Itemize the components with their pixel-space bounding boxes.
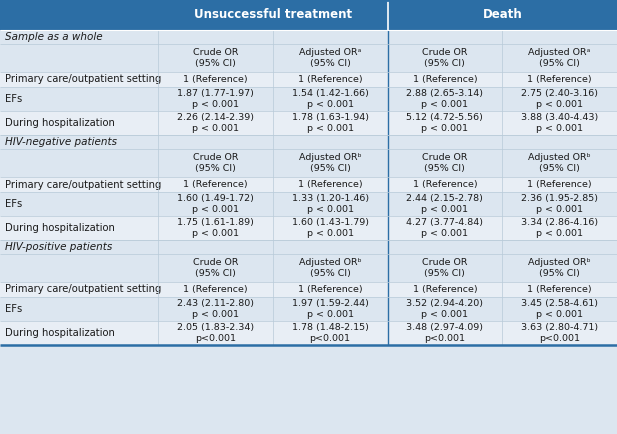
Text: 1.78 (1.63-1.94)
p < 0.001: 1.78 (1.63-1.94) p < 0.001 [292, 113, 368, 133]
Text: Crude OR
(95% CI): Crude OR (95% CI) [193, 48, 238, 69]
Bar [0, 321, 617, 345]
Text: 4.27 (3.77-4.84)
p < 0.001: 4.27 (3.77-4.84) p < 0.001 [407, 218, 483, 238]
Text: 2.26 (2.14-2.39)
p < 0.001: 2.26 (2.14-2.39) p < 0.001 [177, 113, 254, 133]
Text: HIV-negative patients: HIV-negative patients [5, 137, 117, 147]
Text: 1 (Reference): 1 (Reference) [528, 180, 592, 189]
Text: Adjusted ORᵇ
(95% CI): Adjusted ORᵇ (95% CI) [528, 153, 591, 174]
Bar [0, 240, 617, 254]
Text: 2.88 (2.65-3.14)
p < 0.001: 2.88 (2.65-3.14) p < 0.001 [407, 89, 483, 109]
Text: Crude OR
(95% CI): Crude OR (95% CI) [422, 48, 468, 69]
Text: During hospitalization: During hospitalization [5, 328, 115, 338]
Text: 1 (Reference): 1 (Reference) [298, 285, 362, 294]
Text: 3.88 (3.40-4.43)
p < 0.001: 3.88 (3.40-4.43) p < 0.001 [521, 113, 598, 133]
Text: EFs: EFs [5, 94, 22, 104]
Text: EFs: EFs [5, 199, 22, 209]
Text: 3.45 (2.58-4.61)
p < 0.001: 3.45 (2.58-4.61) p < 0.001 [521, 299, 598, 319]
Text: Unsuccessful treatment: Unsuccessful treatment [194, 9, 352, 22]
Text: Primary care/outpatient setting: Primary care/outpatient setting [5, 180, 162, 190]
Text: Adjusted ORᵃ
(95% CI): Adjusted ORᵃ (95% CI) [528, 48, 591, 69]
Text: 2.43 (2.11-2.80)
p < 0.001: 2.43 (2.11-2.80) p < 0.001 [177, 299, 254, 319]
Text: 3.52 (2.94-4.20)
p < 0.001: 3.52 (2.94-4.20) p < 0.001 [407, 299, 483, 319]
Text: 1 (Reference): 1 (Reference) [413, 75, 477, 84]
Bar [0, 135, 617, 149]
Text: 1.97 (1.59-2.44)
p < 0.001: 1.97 (1.59-2.44) p < 0.001 [292, 299, 368, 319]
Text: 2.75 (2.40-3.16)
p < 0.001: 2.75 (2.40-3.16) p < 0.001 [521, 89, 598, 109]
Text: 1.78 (1.48-2.15)
p<0.001: 1.78 (1.48-2.15) p<0.001 [292, 323, 368, 343]
Bar [0, 149, 617, 177]
Text: Primary care/outpatient setting: Primary care/outpatient setting [5, 285, 162, 295]
Bar [0, 177, 617, 192]
Text: 1.75 (1.61-1.89)
p < 0.001: 1.75 (1.61-1.89) p < 0.001 [177, 218, 254, 238]
Text: 1 (Reference): 1 (Reference) [298, 180, 362, 189]
Text: Adjusted ORᵇ
(95% CI): Adjusted ORᵇ (95% CI) [299, 258, 362, 278]
Text: Crude OR
(95% CI): Crude OR (95% CI) [193, 258, 238, 278]
Bar [0, 282, 617, 297]
Bar [0, 111, 617, 135]
Text: Adjusted ORᵃ
(95% CI): Adjusted ORᵃ (95% CI) [299, 48, 362, 69]
Text: 2.44 (2.15-2.78)
p < 0.001: 2.44 (2.15-2.78) p < 0.001 [407, 194, 483, 214]
Text: 2.36 (1.95-2.85)
p < 0.001: 2.36 (1.95-2.85) p < 0.001 [521, 194, 598, 214]
Bar [0, 0, 617, 30]
Text: Death: Death [482, 9, 522, 22]
Text: Adjusted ORᵇ
(95% CI): Adjusted ORᵇ (95% CI) [528, 258, 591, 278]
Text: 1 (Reference): 1 (Reference) [298, 75, 362, 84]
Text: Crude OR
(95% CI): Crude OR (95% CI) [193, 153, 238, 174]
Bar [0, 216, 617, 240]
Bar [0, 87, 617, 111]
Bar [0, 297, 617, 321]
Bar [0, 30, 617, 44]
Text: 1.60 (1.49-1.72)
p < 0.001: 1.60 (1.49-1.72) p < 0.001 [177, 194, 254, 214]
Bar [0, 44, 617, 72]
Text: EFs: EFs [5, 304, 22, 314]
Text: 1.33 (1.20-1.46)
p < 0.001: 1.33 (1.20-1.46) p < 0.001 [292, 194, 369, 214]
Text: 1 (Reference): 1 (Reference) [413, 285, 477, 294]
Text: 1.87 (1.77-1.97)
p < 0.001: 1.87 (1.77-1.97) p < 0.001 [177, 89, 254, 109]
Text: HIV-positive patients: HIV-positive patients [5, 242, 112, 252]
Bar [0, 72, 617, 87]
Text: 1 (Reference): 1 (Reference) [183, 180, 247, 189]
Text: 1 (Reference): 1 (Reference) [183, 75, 247, 84]
Text: Crude OR
(95% CI): Crude OR (95% CI) [422, 153, 468, 174]
Text: 1.60 (1.43-1.79)
p < 0.001: 1.60 (1.43-1.79) p < 0.001 [292, 218, 368, 238]
Text: 1 (Reference): 1 (Reference) [413, 180, 477, 189]
Text: 3.48 (2.97-4.09)
p<0.001: 3.48 (2.97-4.09) p<0.001 [407, 323, 483, 343]
Text: During hospitalization: During hospitalization [5, 223, 115, 233]
Text: 5.12 (4.72-5.56)
p < 0.001: 5.12 (4.72-5.56) p < 0.001 [407, 113, 483, 133]
Text: 1 (Reference): 1 (Reference) [528, 75, 592, 84]
Text: Primary care/outpatient setting: Primary care/outpatient setting [5, 75, 162, 85]
Text: 3.63 (2.80-4.71)
p<0.001: 3.63 (2.80-4.71) p<0.001 [521, 323, 598, 343]
Text: 3.34 (2.86-4.16)
p < 0.001: 3.34 (2.86-4.16) p < 0.001 [521, 218, 598, 238]
Text: Sample as a whole: Sample as a whole [5, 32, 102, 42]
Bar [0, 192, 617, 216]
Text: 1 (Reference): 1 (Reference) [183, 285, 247, 294]
Text: Adjusted ORᵇ
(95% CI): Adjusted ORᵇ (95% CI) [299, 153, 362, 174]
Text: Crude OR
(95% CI): Crude OR (95% CI) [422, 258, 468, 278]
Text: During hospitalization: During hospitalization [5, 118, 115, 128]
Bar [0, 254, 617, 282]
Text: 1.54 (1.42-1.66)
p < 0.001: 1.54 (1.42-1.66) p < 0.001 [292, 89, 368, 109]
Text: 2.05 (1.83-2.34)
p<0.001: 2.05 (1.83-2.34) p<0.001 [177, 323, 254, 343]
Text: 1 (Reference): 1 (Reference) [528, 285, 592, 294]
